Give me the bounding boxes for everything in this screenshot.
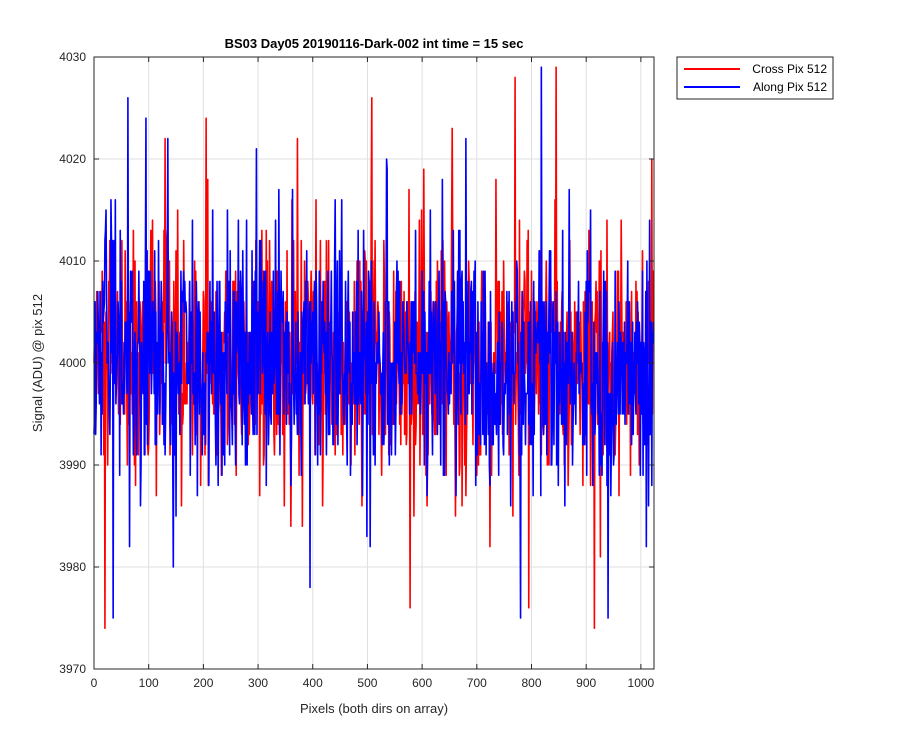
chart-title: BS03 Day05 20190116-Dark-002 int time = …: [225, 36, 524, 51]
y-tick-label: 4030: [59, 50, 86, 64]
x-tick-label: 800: [521, 676, 541, 690]
legend-box: [676, 56, 834, 100]
series-line-along-pix-512: [93, 66, 655, 619]
x-tick-label: 1000: [628, 676, 655, 690]
y-tick-label: 3990: [59, 458, 86, 472]
legend-label-cross: Cross Pix 512: [752, 62, 827, 76]
plot-series-group: [93, 66, 655, 629]
x-tick-label: 200: [193, 676, 213, 690]
x-tick-label: 300: [248, 676, 268, 690]
x-tick-label: 700: [467, 676, 487, 690]
x-tick-label: 900: [576, 676, 596, 690]
x-tick-label: 600: [412, 676, 432, 690]
x-tick-label: 500: [357, 676, 377, 690]
y-tick-label: 4000: [59, 356, 86, 370]
legend-label-along: Along Pix 512: [753, 80, 827, 94]
y-tick-label: 4010: [59, 254, 86, 268]
x-tick-label: 100: [139, 676, 159, 690]
y-tick-label: 4020: [59, 152, 86, 166]
y-tick-label: 3970: [59, 662, 86, 676]
y-tick-label: 3980: [59, 560, 86, 574]
x-axis-label: Pixels (both dirs on array): [300, 701, 448, 716]
axis-ticks: 0 100 200 300 400 500 600 700 800 900 1000 3970 3980…: [59, 50, 654, 690]
x-tick-label: 0: [91, 676, 98, 690]
x-tick-label: 400: [303, 676, 323, 690]
y-axis-label: Signal (ADU) @ pix 512: [30, 294, 45, 432]
legend[interactable]: Cross Pix 512 Along Pix 512: [676, 56, 834, 100]
